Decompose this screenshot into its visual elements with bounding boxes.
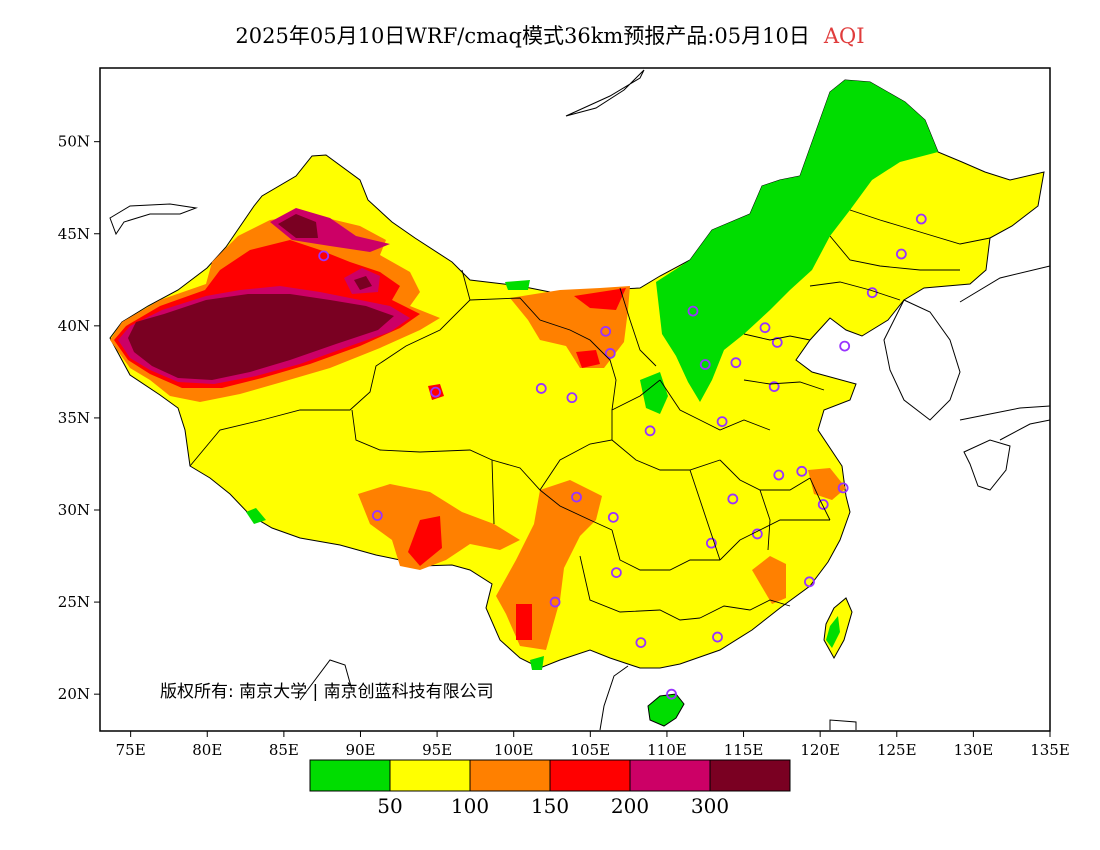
green-zone-xinjiang: [505, 280, 530, 290]
city-marker: [837, 482, 849, 494]
green-zone-tibet: [246, 508, 266, 524]
map-content: [109, 79, 1045, 727]
lon-tick-label: 120E: [800, 741, 840, 759]
city-marker: [759, 322, 771, 334]
lon-tick-label: 95E: [422, 741, 452, 759]
legend-threshold-label: 100: [451, 794, 489, 818]
legend-swatch: [709, 759, 791, 792]
map-title: 2025年05月10日WRF/cmaq模式36km预报产品:05月10日 AQI: [0, 20, 1100, 54]
zone-tibet-red: [408, 516, 442, 566]
city-marker: [773, 469, 785, 481]
neighbor-coastlines: [109, 69, 1051, 731]
city-marker: [604, 348, 616, 359]
lon-tick-label: 80E: [192, 741, 222, 759]
zone-ningxia-red: [576, 350, 600, 368]
zone-ordos-red: [574, 288, 626, 310]
city-marker: [727, 493, 739, 505]
hainan-island: [647, 693, 685, 727]
city-marker: [644, 425, 656, 437]
city-marker: [716, 416, 728, 428]
longitude-axis: 75E 80E 85E 90E 95E 100E 105E 110E 115E 120E 125E 1…: [116, 731, 1070, 759]
green-zone-gansu: [640, 372, 668, 414]
city-marker: [699, 359, 711, 370]
legend-swatch: [549, 759, 631, 792]
city-marker: [712, 631, 723, 643]
city-marker: [768, 381, 780, 393]
lat-tick-label: 50N: [58, 133, 90, 151]
map-frame: [99, 67, 1051, 732]
lon-tick-label: 75E: [116, 741, 146, 759]
lon-tick-label: 85E: [269, 741, 299, 759]
map-title-text: 2025年05月10日WRF/cmaq模式36km预报产品:05月10日: [235, 24, 810, 48]
city-marker: [730, 357, 742, 369]
city-marker: [535, 383, 547, 394]
zone-turpan-hazardous: [354, 276, 372, 290]
city-marker: [796, 465, 808, 477]
city-marker: [571, 491, 582, 503]
latitude-axis: 20N 25N 30N 35N 40N 45N 50N: [58, 133, 100, 703]
city-marker: [430, 386, 441, 398]
city-marker: [705, 537, 717, 549]
zone-jiangxi-orange: [752, 556, 786, 604]
city-marker: [895, 248, 907, 260]
city-marker: [771, 337, 783, 348]
lon-tick-label: 90E: [345, 741, 375, 759]
lon-tick-label: 130E: [954, 741, 994, 759]
city-marker: [915, 213, 927, 225]
zone-yangtze-orange: [808, 468, 846, 500]
city-marker: [610, 567, 622, 579]
city-marker: [635, 637, 647, 648]
city-marker: [804, 576, 815, 588]
lon-tick-label: 100E: [494, 741, 534, 759]
legend-threshold-label: 300: [691, 794, 729, 818]
lat-tick-label: 35N: [58, 409, 90, 427]
city-marker: [549, 596, 561, 608]
zone-yunnan-red: [516, 604, 532, 640]
lon-tick-label: 125E: [877, 741, 917, 759]
lat-tick-label: 20N: [58, 685, 90, 703]
city-marker: [607, 511, 619, 523]
city-marker: [600, 325, 612, 337]
zone-northxj-hazardous: [278, 214, 318, 238]
lat-tick-label: 30N: [58, 501, 90, 519]
legend-threshold-label: 150: [531, 794, 569, 818]
lat-tick-label: 25N: [58, 593, 90, 611]
city-marker: [666, 688, 677, 700]
city-marker: [318, 250, 330, 262]
aqi-legend: 50 100 150 200 300: [309, 759, 791, 818]
copyright-text: 版权所有: 南京大学 | 南京创蓝科技有限公司: [160, 682, 494, 702]
lat-tick-label: 45N: [58, 225, 90, 243]
legend-swatch: [629, 759, 711, 792]
variable-label: AQI: [823, 24, 865, 48]
legend-swatch: [389, 759, 471, 792]
legend-swatch: [469, 759, 551, 792]
legend-threshold-label: 200: [611, 794, 649, 818]
city-marker: [817, 499, 829, 510]
lon-tick-label: 115E: [724, 741, 764, 759]
city-marker: [687, 305, 699, 317]
province-boundaries: [189, 209, 991, 621]
city-marker: [839, 340, 851, 352]
lat-tick-label: 40N: [58, 317, 90, 335]
city-marker: [371, 510, 383, 521]
lon-tick-label: 110E: [647, 741, 687, 759]
city-marker: [566, 392, 578, 404]
legend-threshold-label: 50: [377, 794, 402, 818]
lon-tick-label: 105E: [571, 741, 611, 759]
legend-swatch: [309, 759, 391, 792]
city-markers: [318, 213, 927, 700]
taiwan-green-zone: [826, 616, 840, 648]
lon-tick-label: 135E: [1030, 741, 1070, 759]
green-zone-northeast: [656, 80, 938, 402]
zone-xinjiang-hazardous: [128, 294, 394, 380]
green-zone-yunnan: [530, 656, 544, 670]
